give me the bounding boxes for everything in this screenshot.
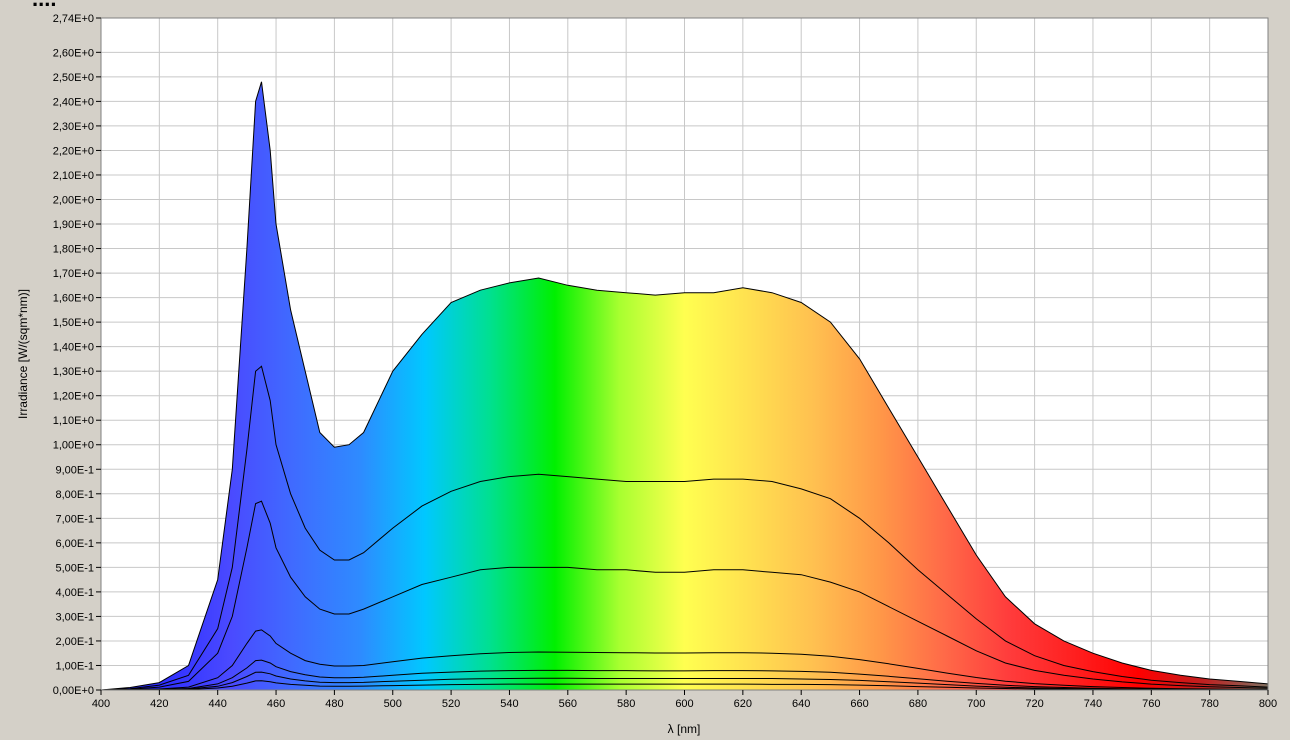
x-axis-ticks: 400 420 440 460 480 500 520 540 560 580 600 620 640 6… [92,690,1277,710]
x-tick-label: 740 [1084,698,1102,710]
x-tick-label: 540 [500,698,518,710]
series-line-2 [101,365,1268,690]
y-tick-label: 1,70E+0 [53,268,94,280]
x-tick-label: 780 [1200,698,1218,710]
y-tick-label: 1,80E+0 [53,244,94,256]
y-tick-label: 2,30E+0 [53,121,94,133]
y-tick-label: 7,00E-1 [55,513,94,525]
x-tick-label: 720 [1025,698,1043,710]
y-tick-label: 1,10E+0 [53,415,94,427]
y-tick-label: 1,00E+0 [53,440,94,452]
x-tick-label: 580 [617,698,635,710]
spectrum-fill [101,81,1268,690]
series-line-5 [101,659,1268,690]
x-tick-label: 700 [967,698,985,710]
y-tick-label: 8,00E-1 [55,489,94,501]
x-tick-label: 440 [209,698,227,710]
y-tick-label: 1,60E+0 [53,293,94,305]
y-tick-label: 5,00E-1 [55,562,94,574]
x-tick-label: 620 [734,698,752,710]
x-tick-label: 560 [559,698,577,710]
chart-title: .... [32,0,56,12]
x-axis-label: λ [nm] [668,722,701,736]
y-axis-label: Irradiance [W/(sqm*nm)] [16,289,30,419]
x-tick-label: 660 [850,698,868,710]
y-tick-label: 2,60E+0 [53,47,94,59]
y-tick-label: 2,10E+0 [53,170,94,182]
x-tick-label: 400 [92,698,110,710]
x-tick-label: 520 [442,698,460,710]
series-line-1 [101,81,1268,690]
y-tick-label: 2,00E+0 [53,194,94,206]
x-tick-label: 640 [792,698,810,710]
y-tick-label: 2,40E+0 [53,96,94,108]
series-line-3 [101,500,1268,690]
x-tick-label: 500 [384,698,402,710]
x-tick-label: 460 [267,698,285,710]
y-tick-label: 6,00E-1 [55,538,94,550]
y-tick-label: 1,90E+0 [53,219,94,231]
y-tick-label: 9,00E-1 [55,464,94,476]
y-tick-label: 3,00E-1 [55,611,94,623]
y-tick-label: 1,00E-1 [55,660,94,672]
series-line-4 [101,629,1268,690]
y-tick-label: 1,50E+0 [53,317,94,329]
series-line-6 [101,671,1268,690]
x-tick-label: 600 [675,698,693,710]
x-tick-label: 800 [1259,698,1277,710]
series-curves [101,81,1268,690]
y-tick-label: 1,30E+0 [53,366,94,378]
x-tick-label: 480 [325,698,343,710]
y-tick-label: 2,00E-1 [55,636,94,648]
spectrum-area [101,81,1268,690]
y-tick-label: 1,40E+0 [53,342,94,354]
y-tick-label: 4,00E-1 [55,587,94,599]
y-tick-label: 2,50E+0 [53,72,94,84]
y-tick-label: 2,74E+0 [53,13,94,25]
x-tick-label: 680 [909,698,927,710]
series-line-7 [101,680,1268,690]
y-tick-label: 1,20E+0 [53,391,94,403]
x-tick-label: 760 [1142,698,1160,710]
y-tick-label: 2,20E+0 [53,145,94,157]
x-tick-label: 420 [150,698,168,710]
y-axis-ticks: 0,00E+0 1,00E-1 2,00E-1 3,00E-1 4,00E-1 5,00E… [53,13,101,697]
y-tick-label: 0,00E+0 [53,685,94,697]
